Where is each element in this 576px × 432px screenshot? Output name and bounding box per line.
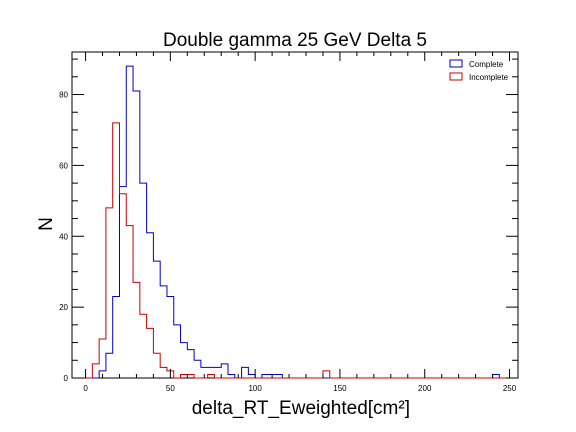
- axis-ticks: 0 50 100 150 200 250 0 20 40 60 80: [59, 52, 518, 393]
- y-tick-label: 80: [59, 91, 68, 100]
- x-axis-title: delta_RT_Eweighted[cm²]: [192, 398, 410, 419]
- x-tick-label: 150: [333, 384, 347, 393]
- x-tick-label: 100: [248, 384, 262, 393]
- plot-frame: [71, 51, 519, 379]
- legend: Complete Incomplete: [449, 59, 509, 82]
- legend-swatch-complete: [449, 59, 463, 68]
- x-tick-label: 250: [503, 384, 517, 393]
- legend-label-incomplete: Incomplete: [469, 73, 509, 82]
- legend-label-complete: Complete: [469, 60, 504, 69]
- series-incomplete: [85, 122, 507, 379]
- chart-title: Double gamma 25 GeV Delta 5: [163, 30, 427, 51]
- legend-swatch-incomplete: [449, 72, 463, 81]
- y-tick-label: 60: [59, 161, 68, 170]
- histogram-line-complete: [85, 65, 507, 379]
- series-complete: [85, 65, 507, 379]
- x-tick-label: 50: [166, 384, 175, 393]
- y-tick-label: 40: [59, 232, 68, 241]
- y-axis-title: N: [36, 217, 57, 231]
- y-tick-label: 20: [59, 303, 68, 312]
- y-tick-label: 0: [64, 374, 69, 383]
- x-tick-label: 200: [418, 384, 432, 393]
- plot-area: [71, 51, 519, 379]
- x-tick-label: 0: [83, 384, 88, 393]
- histogram-line-incomplete: [85, 122, 507, 379]
